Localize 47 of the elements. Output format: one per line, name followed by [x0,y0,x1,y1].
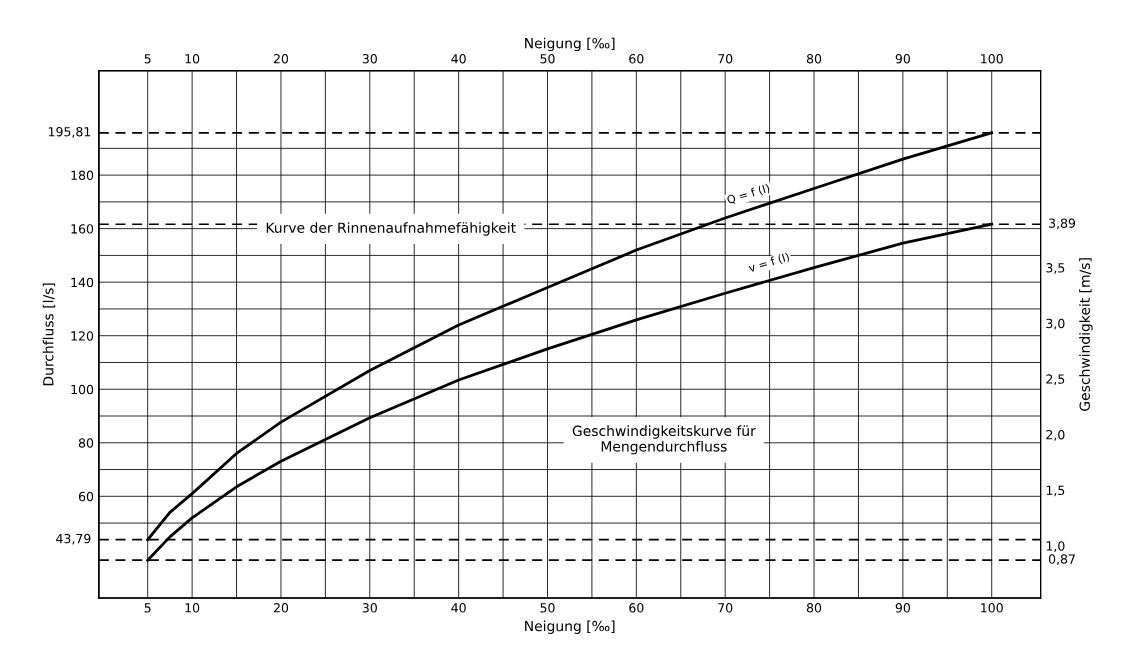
x2-tick-label: 20 [273,54,289,64]
x-tick-label: 40 [451,603,466,613]
ref-line-label: 0,87 [1048,554,1075,566]
annotation: Q = f (I) [726,183,771,206]
x-tick-label: 30 [362,603,377,613]
y-tick-label: 140 [71,277,94,288]
annotation: v = f (I) [747,252,791,274]
ref-line-label: 195,81 [48,126,91,138]
y2-tick-label: 3,5 [1046,263,1065,274]
x2-tick-label: 40 [451,54,466,64]
ref-line-label: 43,79 [56,533,91,545]
x2-tick-label: 80 [806,54,822,64]
ref-line-label: 3,89 [1049,218,1076,230]
annotation: Geschwindigkeitskurve für Mengendurchfluss [572,425,756,455]
y2-tick-label: 1,0 [1046,541,1065,552]
y-axis-title: Durchfluss [l/s] [42,283,56,386]
x2-axis-title: Neigung [‰] [525,37,615,52]
x-tick-label: 70 [718,603,733,613]
y-tick-label: 60 [78,491,94,502]
y2-tick-label: 3,0 [1046,318,1065,330]
x2-tick-label: 60 [629,54,644,64]
x-tick-label: 90 [895,603,910,613]
y-tick-label: 160 [71,224,94,234]
x-tick-label: 10 [185,603,200,613]
x-tick-label: 20 [273,603,289,613]
y-tick-label: 100 [71,384,94,395]
y-tick-label: 80 [78,438,94,448]
x2-tick-label: 10 [185,54,200,64]
x2-tick-label: 50 [540,54,555,64]
y-tick-label: 180 [71,170,94,181]
x2-tick-label: 30 [362,54,377,64]
y2-tick-label: 2,0 [1046,429,1065,441]
x-tick-label: 80 [806,603,822,613]
x-tick-label: 5 [144,603,151,613]
x2-tick-label: 70 [718,54,733,64]
y2-tick-label: 2,5 [1046,374,1065,386]
annotation: Kurve der Rinnenaufnahmefähigkeit [266,222,516,236]
x-tick-label: 50 [540,603,555,613]
y2-tick-label: 1,5 [1046,485,1065,497]
x-tick-label: 60 [629,603,644,613]
y-tick-label: 120 [71,331,94,341]
y2-axis-title: Geschwindigkeit [m/s] [1079,258,1093,411]
x-axis-title: Neigung [‰] [525,620,615,634]
x2-tick-label: 5 [144,54,151,64]
x2-tick-label: 100 [981,54,1003,64]
x2-tick-label: 90 [895,54,910,64]
x-tick-label: 100 [981,603,1003,613]
